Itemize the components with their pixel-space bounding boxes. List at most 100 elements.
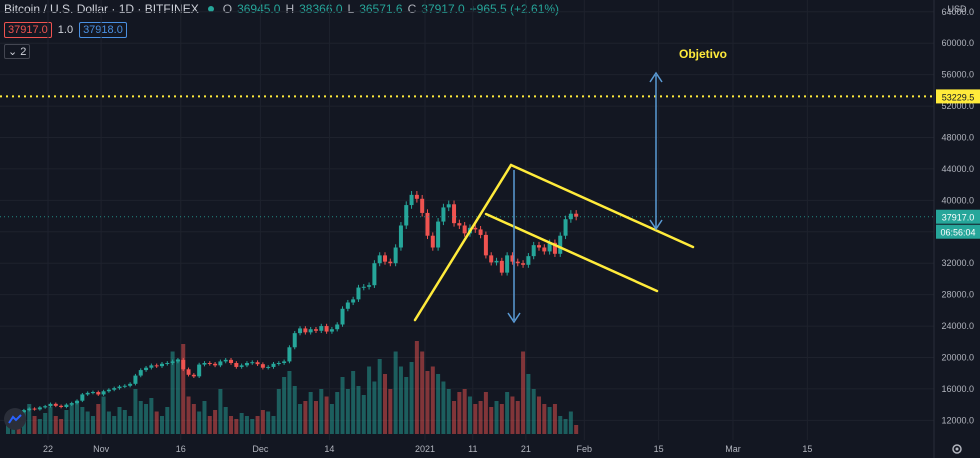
candle-body xyxy=(473,227,478,230)
volume-bar xyxy=(446,389,451,434)
y-tick-label: 28000.0 xyxy=(941,290,974,300)
candle-body xyxy=(117,386,122,389)
volume-bar xyxy=(48,407,53,434)
candle-body xyxy=(191,374,196,377)
volume-bar xyxy=(149,398,154,434)
candle-body xyxy=(271,363,276,367)
annotation-objetivo: Objetivo xyxy=(679,47,727,61)
candle-body xyxy=(207,363,212,364)
candle-body xyxy=(27,408,32,411)
volume-bar xyxy=(452,401,457,434)
candle-body xyxy=(37,407,42,410)
volume-bar xyxy=(542,404,547,434)
candle-body xyxy=(377,255,382,264)
pattern-drawings: Objetivo xyxy=(0,47,934,324)
candle-body xyxy=(69,403,74,405)
volume-bar xyxy=(319,389,324,434)
gear-icon-ring xyxy=(952,444,962,454)
candle-body xyxy=(154,365,159,367)
volume-bar xyxy=(117,407,122,434)
volume-bar xyxy=(335,392,340,434)
volume-bar xyxy=(255,416,260,434)
volume-bar xyxy=(85,411,90,434)
volume-bar xyxy=(244,416,249,434)
volume-bar xyxy=(409,362,414,434)
volume-bar xyxy=(547,407,552,434)
target-level-label: 53229.5 xyxy=(942,92,975,102)
volume-bar xyxy=(37,419,42,434)
candle-body xyxy=(170,361,175,363)
x-tick-label: 14 xyxy=(324,444,334,454)
volume-bar xyxy=(43,413,48,434)
y-tick-label: 24000.0 xyxy=(941,321,974,331)
chevron-down-icon: ⌄ xyxy=(8,46,18,58)
volume-bar xyxy=(531,389,536,434)
x-tick-label: 11 xyxy=(468,444,477,454)
candle-body xyxy=(149,365,154,368)
volume-bar xyxy=(393,351,398,434)
candle-body xyxy=(319,326,324,331)
candle-body xyxy=(537,245,541,248)
countdown-label: 06:56:04 xyxy=(940,228,975,238)
target-level-tag xyxy=(936,89,980,104)
candle-body xyxy=(234,363,239,367)
volume-bar xyxy=(436,374,441,434)
candle-body xyxy=(138,370,143,376)
volume-bar xyxy=(159,416,164,434)
candles xyxy=(6,191,579,416)
tradingview-logo-icon[interactable] xyxy=(4,408,26,430)
candle-body xyxy=(436,221,441,248)
candle-body xyxy=(478,229,483,235)
x-tick-label: Feb xyxy=(577,444,593,454)
open-value: 36945.0 xyxy=(237,2,281,16)
volume-bar xyxy=(53,416,58,434)
price-boxes: 37917.0 1.0 37918.0 xyxy=(4,22,127,38)
arrow-up-base xyxy=(649,219,663,231)
volume-bar xyxy=(361,395,366,434)
x-tick-label: 15 xyxy=(654,444,664,454)
candle-body xyxy=(197,364,202,377)
bid-price[interactable]: 37917.0 xyxy=(4,22,52,38)
indicator-collapse-button[interactable]: ⌄ 2 xyxy=(4,44,31,59)
candle-body xyxy=(218,361,223,366)
candle-body xyxy=(510,255,515,262)
volume-bar xyxy=(276,389,281,434)
candle-body xyxy=(144,367,149,371)
open-label: O xyxy=(222,2,233,16)
dot-icon xyxy=(207,6,214,12)
candle-body xyxy=(128,383,133,386)
volume-bar xyxy=(425,371,430,434)
candle-body xyxy=(425,212,430,236)
candle-body xyxy=(494,260,499,263)
candle-body xyxy=(292,333,297,348)
volume-bar xyxy=(218,389,223,434)
indicator-count: 2 xyxy=(20,46,27,58)
volume-bar xyxy=(414,341,419,434)
volume-bar xyxy=(223,407,228,434)
x-tick-label: 2021 xyxy=(415,444,435,454)
high-value: 38366.0 xyxy=(299,2,343,16)
x-tick-label: 15 xyxy=(802,444,812,454)
volume-bar xyxy=(64,410,69,434)
volume-bar xyxy=(32,416,37,434)
volume-bar xyxy=(175,359,180,434)
candle-body xyxy=(356,287,361,300)
volume-bar xyxy=(552,404,557,434)
volume-bar xyxy=(27,404,32,434)
volume-bar xyxy=(478,401,483,434)
ask-price[interactable]: 37918.0 xyxy=(79,22,127,38)
volume-bar xyxy=(515,401,520,434)
volume-bar xyxy=(526,374,531,434)
candle-body xyxy=(340,308,345,325)
candle-body xyxy=(85,392,90,395)
y-tick-label: 32000.0 xyxy=(941,258,974,268)
candle-body xyxy=(483,234,488,256)
volume-bar xyxy=(106,411,111,434)
flag-lower-line xyxy=(484,212,659,293)
candle-body xyxy=(313,329,318,331)
x-tick-label: Dec xyxy=(252,444,269,454)
volume-bar xyxy=(340,377,345,434)
volume-bar xyxy=(186,396,191,434)
x-tick-label: Mar xyxy=(725,444,741,454)
